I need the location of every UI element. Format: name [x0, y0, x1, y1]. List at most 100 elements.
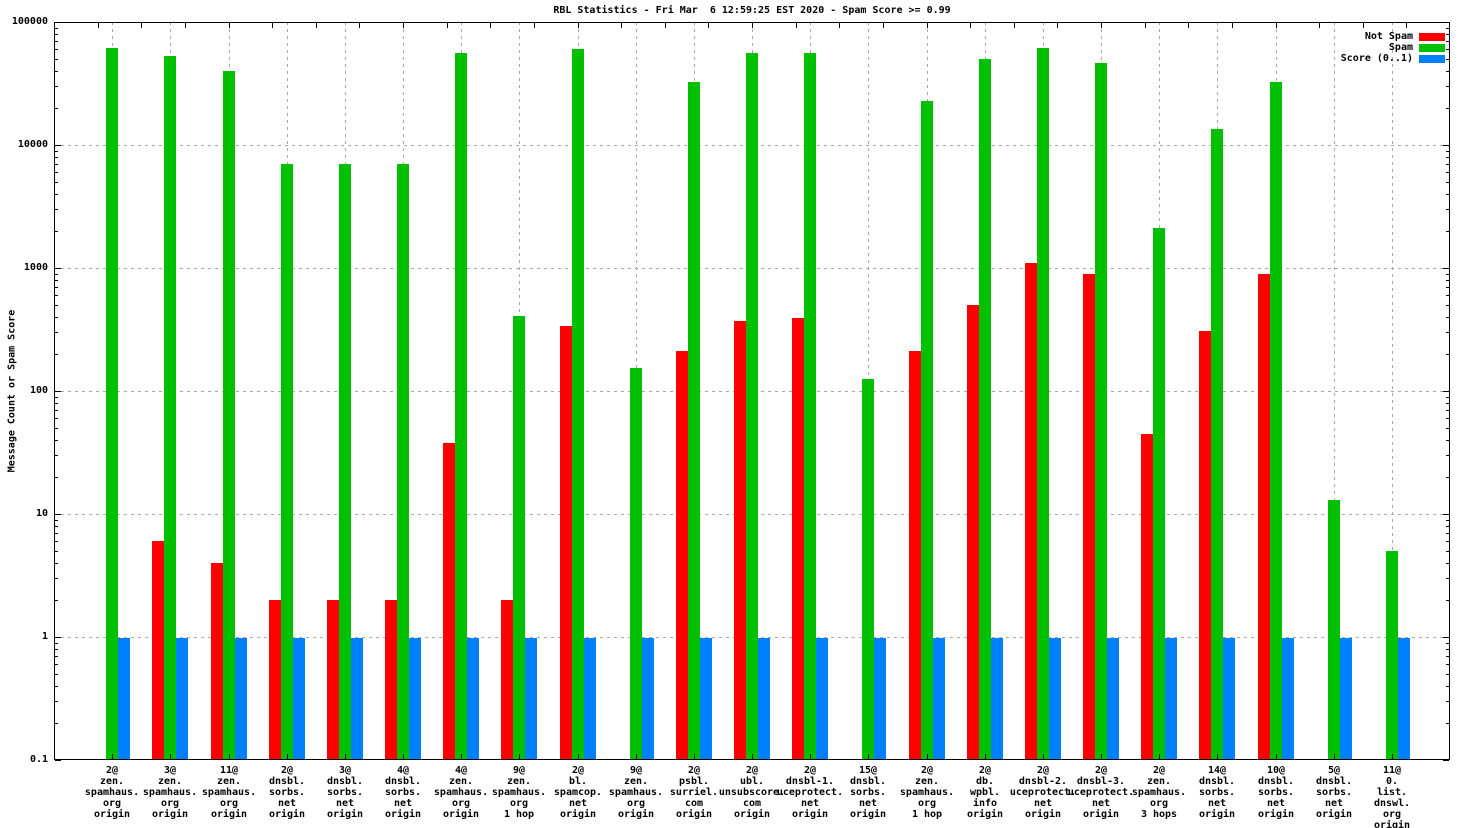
x-tick-label: 4@ dnsbl. sorbs. net origin — [358, 765, 448, 820]
x-tick-line: dnsbl. — [326, 776, 364, 787]
bar-not-spam — [385, 600, 397, 759]
y-minor-tick — [1446, 59, 1449, 60]
y-major-tick — [1443, 145, 1449, 146]
x-tick-line: net — [858, 798, 878, 809]
y-minor-tick — [1446, 551, 1449, 552]
x-tick-line: 2@ — [687, 765, 701, 776]
bar-spam — [1095, 63, 1107, 759]
bar-spam — [804, 53, 816, 759]
x-tick-line: origin — [559, 809, 597, 820]
x-tick — [1101, 754, 1102, 759]
x-tick — [170, 754, 171, 759]
bar-score — [525, 638, 537, 759]
y-minor-tick — [55, 563, 58, 564]
y-minor-tick — [55, 701, 58, 702]
x-tick-line: spamhaus. — [491, 787, 547, 798]
bar-spam — [513, 316, 525, 759]
y-minor-tick — [1446, 455, 1449, 456]
x-tick-line: net — [1266, 798, 1286, 809]
y-major-tick — [55, 391, 61, 392]
y-minor-tick — [55, 686, 58, 687]
y-minor-tick — [55, 541, 58, 542]
y-minor-tick — [1446, 280, 1449, 281]
x2-tick — [1145, 23, 1146, 28]
y-minor-tick — [55, 477, 58, 478]
bar-score — [642, 638, 654, 759]
bar-score — [700, 638, 712, 759]
bar-spam — [397, 164, 409, 759]
y-minor-tick — [1446, 287, 1449, 288]
x-tick-line: origin — [326, 809, 364, 820]
y-minor-tick — [55, 287, 58, 288]
bar-score — [933, 638, 945, 759]
x-tick-line: dnsbl. — [1315, 776, 1353, 787]
x-tick — [287, 754, 288, 759]
y-major-tick — [1443, 760, 1449, 761]
y-minor-tick — [1446, 440, 1449, 441]
x2-tick — [1232, 23, 1233, 28]
y-minor-tick — [55, 332, 58, 333]
x-tick-line: net — [800, 798, 820, 809]
x-tick-line: origin — [1082, 809, 1120, 820]
bar-score — [584, 638, 596, 759]
bar-not-spam — [443, 443, 455, 759]
legend-swatch — [1419, 43, 1445, 52]
y-tick-label: 1 — [41, 631, 48, 642]
x-tick-line: spamhaus. — [899, 787, 955, 798]
bar-not-spam — [967, 305, 979, 759]
bar-score — [874, 638, 886, 759]
x-tick-line: net — [277, 798, 297, 809]
bar-score — [1165, 638, 1177, 759]
chart-title: RBL Statistics - Fri Mar 6 12:59:25 EST … — [553, 5, 951, 16]
x2-tick — [490, 23, 491, 28]
x-tick-line: origin — [384, 809, 422, 820]
y-minor-tick — [55, 86, 58, 87]
bar-spam — [223, 71, 235, 759]
y-minor-tick — [55, 280, 58, 281]
x-tick-line: 11@ — [219, 765, 239, 776]
x-tick-line: spamcop. — [553, 787, 603, 798]
legend-row: Not Spam — [1341, 31, 1445, 42]
x-tick-label: 2@ bl. spamcop. net origin — [533, 765, 623, 820]
bar-score — [1282, 638, 1294, 759]
legend-swatch — [1419, 54, 1445, 63]
x-tick-line: uceprotect. — [1067, 787, 1135, 798]
x-tick — [229, 754, 230, 759]
y-minor-tick — [55, 108, 58, 109]
bar-spam — [455, 53, 467, 759]
x-tick-line: origin — [1024, 809, 1062, 820]
y-tick-label: 1000 — [23, 262, 48, 273]
x-tick-line: net — [393, 798, 413, 809]
x2-tick — [1014, 23, 1015, 28]
x-tick-line: 10@ — [1266, 765, 1286, 776]
y-minor-tick — [55, 649, 58, 650]
bar-score — [1049, 638, 1061, 759]
bar-score — [467, 638, 479, 759]
x-tick-line: spamhaus. — [201, 787, 257, 798]
x-tick-line: psbl. — [678, 776, 710, 787]
x-tick-label: 2@ dnsbl. sorbs. net origin — [242, 765, 332, 820]
x2-tick — [1276, 23, 1277, 28]
y-minor-tick — [1446, 686, 1449, 687]
x-tick-line: 11@ — [1382, 765, 1402, 776]
y-minor-tick — [1446, 600, 1449, 601]
legend-swatch — [1419, 32, 1445, 41]
y-tick-label: 100000 — [11, 16, 48, 27]
y-minor-tick — [55, 418, 58, 419]
x-tick-label: 2@ zen. spamhaus. org origin — [67, 765, 157, 820]
x-tick-line: 2@ — [745, 765, 759, 776]
bar-not-spam — [1141, 434, 1153, 759]
x-tick-line: dnsbl-1. — [785, 776, 835, 787]
y-minor-tick — [1446, 317, 1449, 318]
bar-score — [235, 638, 247, 759]
y-major-tick — [55, 637, 61, 638]
x-tick-line: 4@ — [454, 765, 468, 776]
x-tick-line: spamhaus. — [608, 787, 664, 798]
x-tick-line: spamhaus. — [84, 787, 140, 798]
x-tick-label: 2@ db. wpbl. info origin — [940, 765, 1030, 820]
y-minor-tick — [1446, 34, 1449, 35]
x-tick-label: 9@ zen. spamhaus. org 1 hop — [474, 765, 564, 820]
y-minor-tick — [55, 182, 58, 183]
bar-not-spam — [501, 600, 513, 759]
x-tick-line: bl. — [568, 776, 588, 787]
